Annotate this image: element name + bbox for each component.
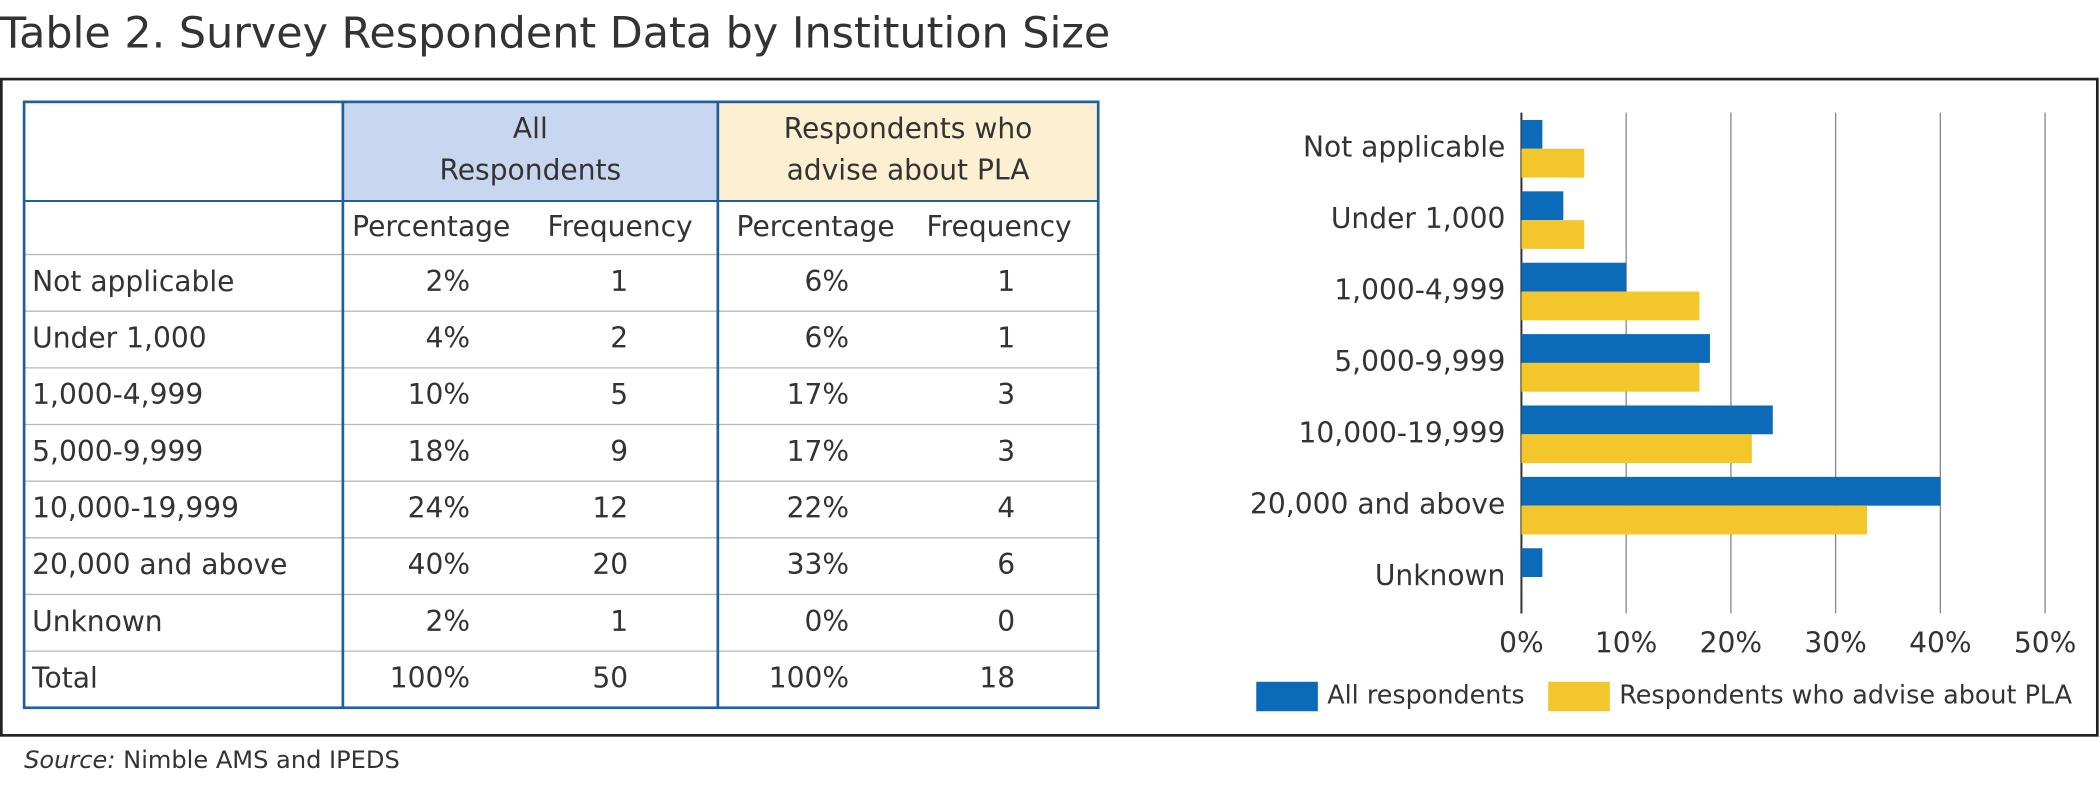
bar (1521, 220, 1585, 249)
cell: 3 (997, 378, 1015, 411)
title: Table 2. Survey Respondent Data by Insti… (0, 9, 1110, 59)
source-text: Nimble AMS and IPEDS (123, 746, 400, 774)
bar (1521, 191, 1564, 221)
cell: 6% (805, 322, 850, 355)
cell: 1 (610, 265, 628, 298)
cell: 17% (787, 435, 849, 468)
subheader: Frequency (926, 210, 1071, 243)
subheader: Frequency (547, 210, 692, 243)
x-tick-label: 30% (1804, 626, 1866, 659)
cell: 0 (997, 605, 1015, 638)
x-tick-label: 40% (1909, 626, 1971, 659)
cell: 100% (390, 661, 470, 694)
header-pla (717, 101, 1099, 201)
y-tick-label: Not applicable (1303, 131, 1505, 164)
cell: 1 (610, 605, 628, 638)
header-all (342, 101, 718, 201)
cell: 9 (610, 435, 628, 468)
bar (1521, 405, 1773, 435)
legend-label: Respondents who advise about PLA (1619, 680, 2072, 710)
cell: 2% (425, 605, 470, 638)
chart: 0% 10% 20% 30% 40% 50% Not applicable Under 1,0… (1250, 112, 2076, 712)
cell: 100% (769, 661, 849, 694)
cell: 4% (425, 322, 470, 355)
y-tick-label: 1,000-4,999 (1334, 274, 1505, 307)
cell: 17% (787, 378, 849, 411)
bar (1521, 548, 1543, 578)
bar (1521, 434, 1752, 464)
x-tick-label: 10% (1595, 626, 1657, 659)
group-header: Respondents (440, 154, 622, 187)
bar (1521, 148, 1585, 178)
row-label: 10,000-19,999 (32, 491, 239, 524)
legend-label: All respondents (1327, 680, 1524, 710)
cell: 2% (425, 265, 470, 298)
x-tick-label: 50% (2014, 626, 2076, 659)
bar (1521, 362, 1700, 392)
row-label: 1,000-4,999 (32, 378, 203, 411)
y-tick-label: Unknown (1375, 559, 1506, 592)
cell: 20 (592, 548, 628, 581)
cell: 22% (787, 491, 849, 524)
cell: 24% (408, 491, 470, 524)
cell: 5 (610, 378, 628, 411)
row-label: Not applicable (32, 265, 234, 298)
y-tick-label: Under 1,000 (1331, 202, 1506, 235)
group-header: All (513, 112, 548, 145)
bar (1521, 334, 1710, 363)
cell: 18% (408, 435, 470, 468)
bar (1521, 262, 1627, 292)
cell: 1 (997, 322, 1015, 355)
cell: 33% (787, 548, 849, 581)
subheader: Percentage (352, 210, 510, 243)
cell: 50 (592, 661, 628, 694)
cell: 40% (408, 548, 470, 581)
bar (1521, 505, 1868, 535)
bar (1521, 476, 1941, 506)
cell: 4 (997, 491, 1015, 524)
row-label: 5,000-9,999 (32, 435, 203, 468)
y-tick-label: 10,000-19,999 (1298, 416, 1505, 449)
y-tick-label: 5,000-9,999 (1334, 345, 1505, 378)
cell: 0% (805, 605, 850, 638)
subheader: Percentage (737, 210, 895, 243)
source-label: Source: (24, 746, 115, 774)
cell: 3 (997, 435, 1015, 468)
y-tick-label: 20,000 and above (1250, 488, 1505, 521)
legend-swatch (1256, 681, 1318, 712)
source: Source: Nimble AMS and IPEDS (24, 746, 400, 774)
cell: 12 (592, 491, 628, 524)
x-tick-label: 20% (1700, 626, 1762, 659)
table-border (22, 100, 1100, 710)
frame (0, 77, 2099, 737)
row-label: Total (31, 661, 98, 694)
row-label: 20,000 and above (32, 548, 287, 581)
bar (1521, 291, 1700, 321)
group-header: Respondents who (784, 112, 1033, 145)
legend-swatch (1548, 681, 1610, 712)
cell: 1 (997, 265, 1015, 298)
row-label: Under 1,000 (32, 322, 207, 355)
table: All Respondents Respondents who advise abou… (22, 100, 1100, 710)
cell: 2 (610, 322, 628, 355)
cell: 18 (979, 661, 1015, 694)
row-label: Unknown (32, 605, 163, 638)
cell: 6% (805, 265, 850, 298)
group-header: advise about PLA (787, 154, 1030, 187)
cell: 10% (408, 378, 470, 411)
bar (1521, 119, 1543, 149)
x-tick-label: 0% (1499, 626, 1544, 659)
cell: 6 (997, 548, 1015, 581)
